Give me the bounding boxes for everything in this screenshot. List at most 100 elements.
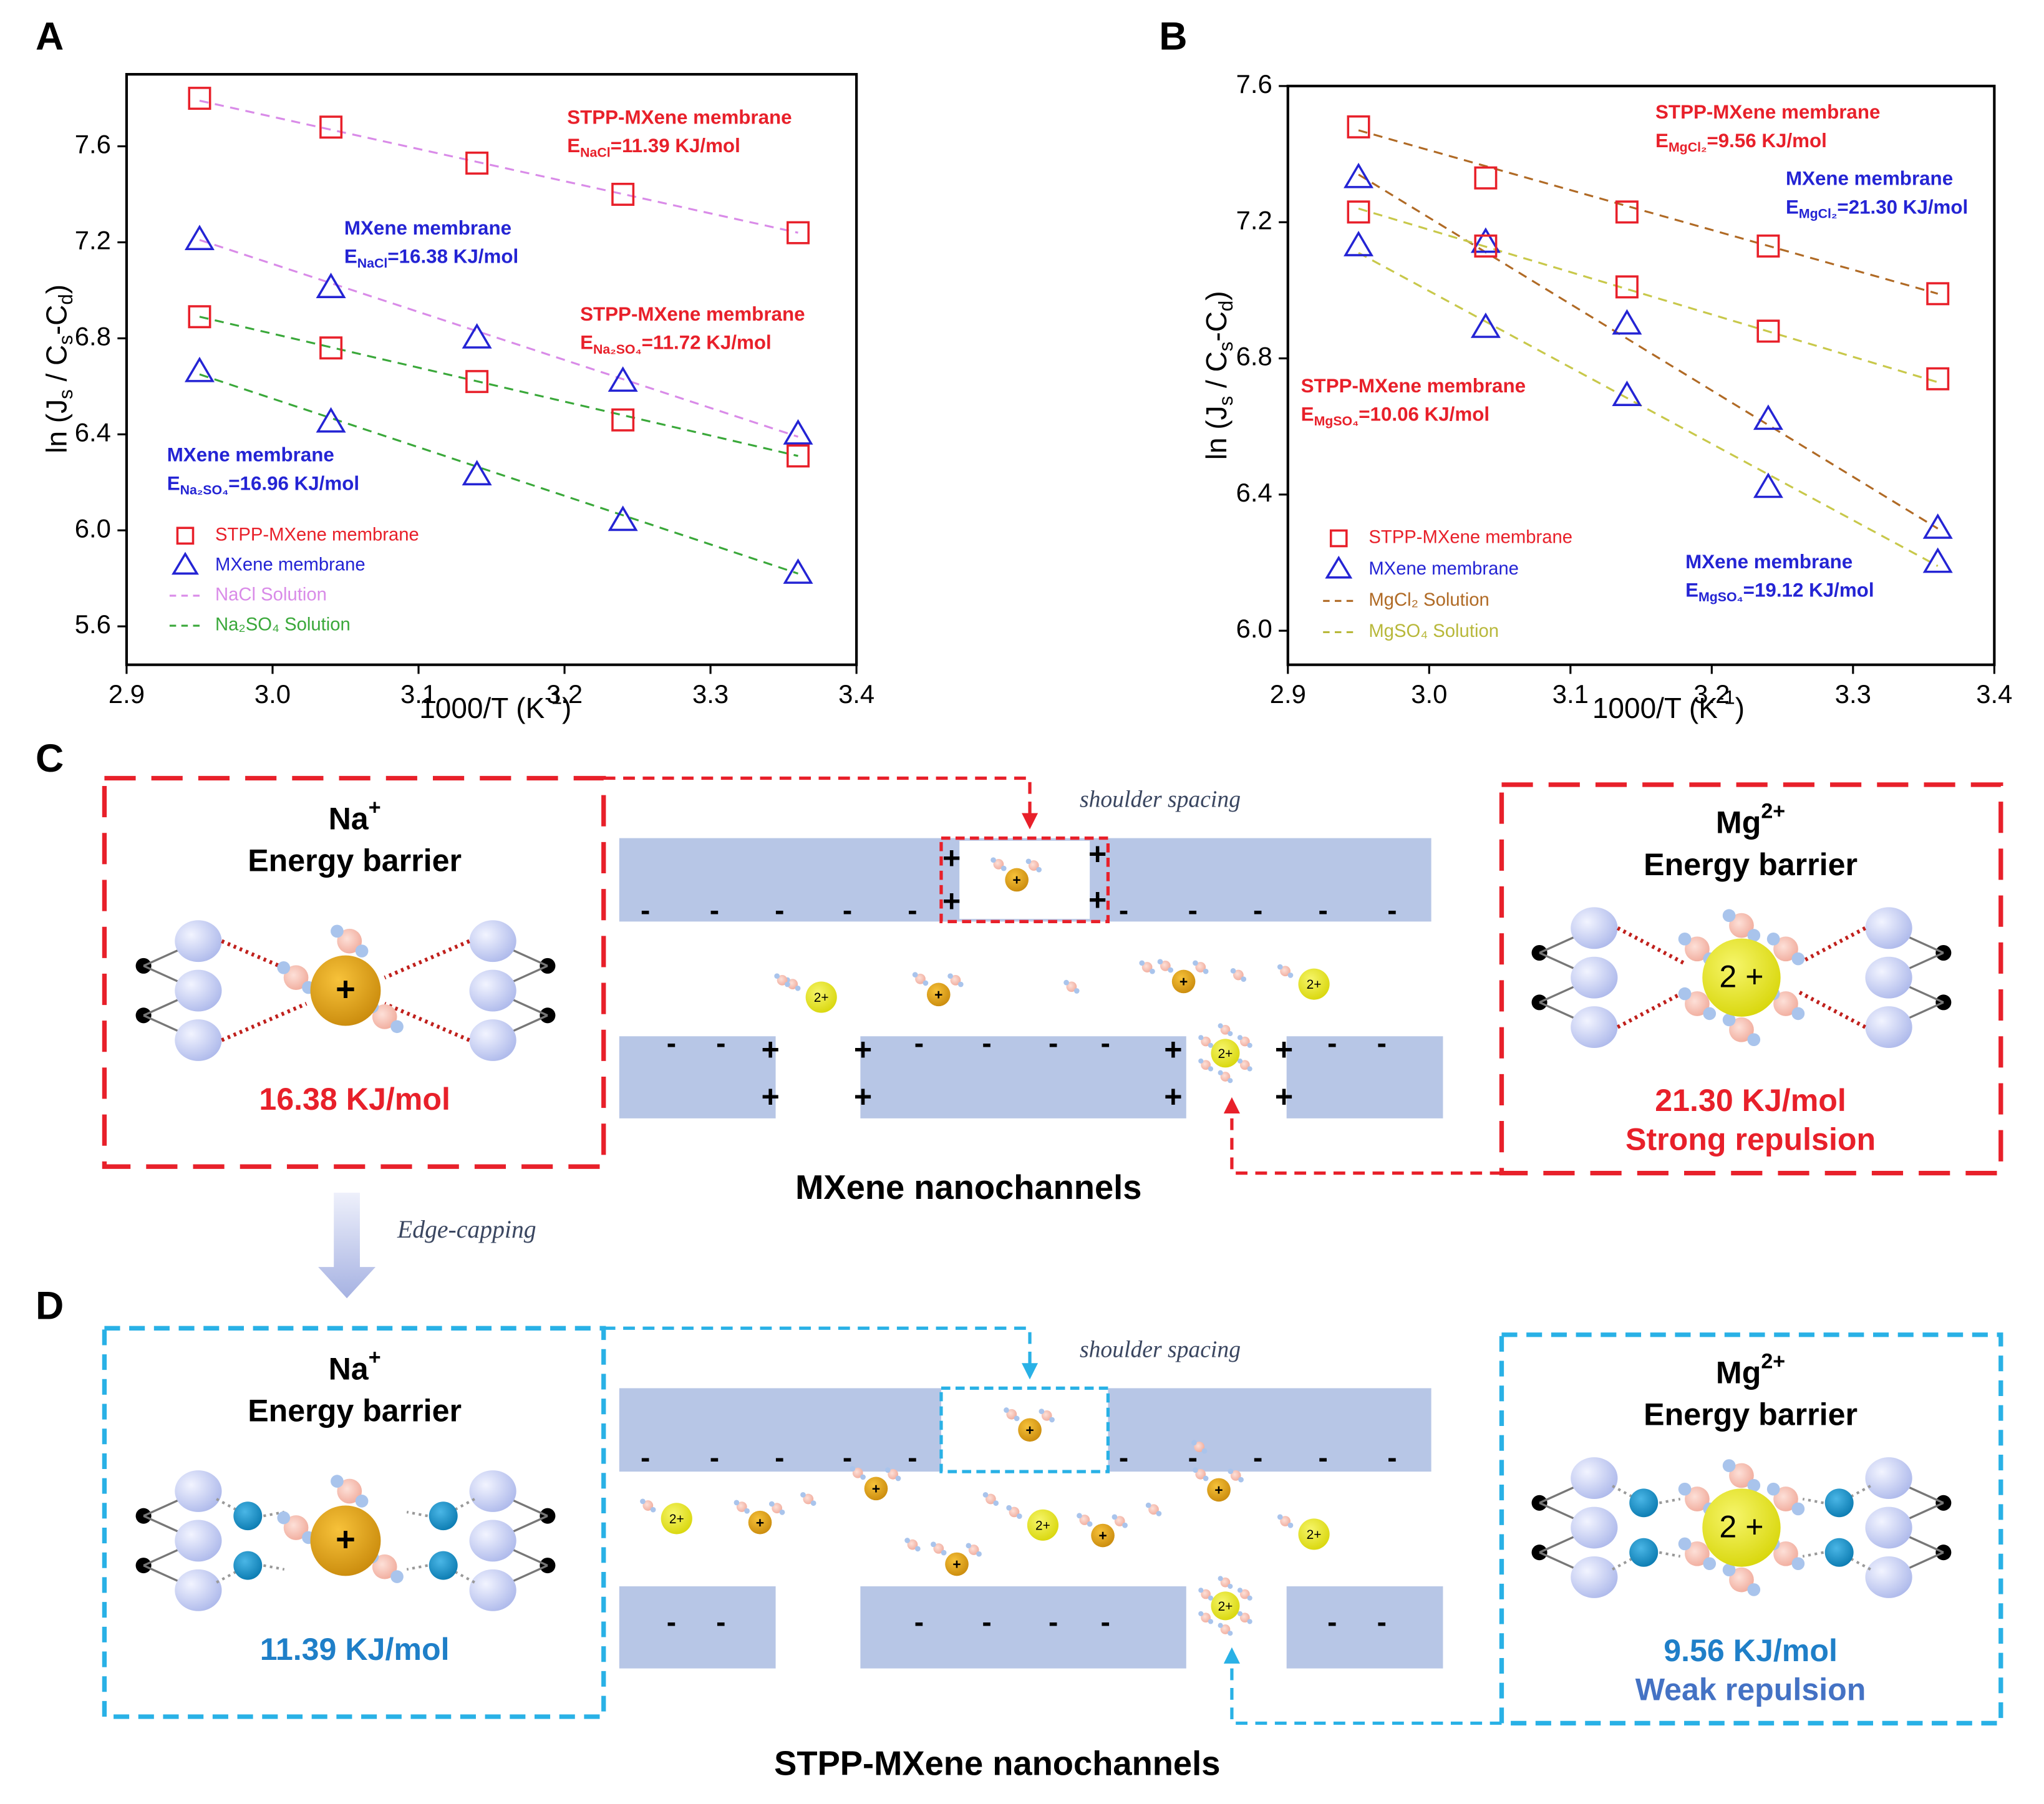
capping-link — [406, 1564, 429, 1571]
charge-sign: + — [762, 1032, 780, 1067]
legend-label: MXene membrane — [1368, 559, 1519, 579]
repulsion-link — [221, 1002, 308, 1042]
surface-group — [1571, 1506, 1618, 1549]
terminal-atom — [540, 1007, 556, 1024]
bond — [1888, 1477, 1944, 1578]
y-tick-label: 7.6 — [75, 130, 111, 159]
y-tick-label: 6.4 — [75, 417, 111, 447]
marker-square — [1474, 166, 1498, 190]
water-h — [1237, 1058, 1243, 1064]
x-tick-label: 3.3 — [1835, 679, 1871, 709]
water-h — [1208, 1066, 1214, 1072]
water-h — [1237, 1588, 1243, 1593]
text-part: MgCl₂ — [1799, 206, 1838, 221]
marker-square — [787, 221, 810, 245]
marker-triangle — [783, 419, 813, 445]
charge-sign: - — [1377, 1606, 1387, 1638]
text-part: -C — [40, 305, 72, 336]
surface-group — [1865, 1457, 1912, 1500]
ion-charge: 2+ — [1307, 977, 1322, 992]
water-h — [1004, 1407, 1009, 1413]
water-h — [1218, 1070, 1223, 1075]
panel-label: B — [1159, 14, 1187, 58]
text-part: d — [55, 294, 77, 304]
ion-charge: 2+ — [669, 1512, 684, 1526]
capping-group — [429, 1551, 458, 1580]
y-tick-label: 6.8 — [75, 321, 111, 351]
box-mg — [1499, 782, 2003, 1176]
marker-square — [1615, 200, 1639, 224]
water-h — [1747, 1033, 1761, 1046]
capping-group — [1629, 1538, 1659, 1567]
water-o — [1233, 969, 1244, 981]
water-h — [355, 944, 369, 958]
water-h — [1006, 1505, 1012, 1511]
panel-label: C — [36, 737, 64, 780]
text-part: ) — [562, 692, 571, 724]
marker-square — [1926, 282, 1950, 306]
marker-triangle — [184, 356, 215, 382]
nanosheet — [1097, 838, 1431, 922]
water-o — [993, 859, 1004, 870]
water-h — [1036, 866, 1042, 873]
mg-ion — [1211, 1039, 1240, 1068]
charge-sign: - — [1049, 1027, 1058, 1059]
surface-group — [1571, 907, 1618, 949]
marker-triangle — [1612, 381, 1642, 406]
water-o — [1201, 1612, 1211, 1623]
charge-sign: - — [1119, 894, 1128, 926]
water-h — [884, 1467, 891, 1473]
text-part: Na₂SO₄ — [593, 342, 642, 357]
charge-sign: + — [854, 1032, 872, 1067]
water-h — [1208, 1595, 1214, 1601]
na-ion — [1005, 868, 1029, 892]
marker-triangle — [608, 366, 638, 392]
charge-sign: + — [1275, 1079, 1293, 1114]
nanosheet — [619, 1036, 776, 1118]
water-o — [950, 975, 961, 986]
capping-group — [1824, 1488, 1854, 1518]
water-h — [1722, 1013, 1736, 1027]
charge-sign: + — [336, 971, 356, 1009]
water-o — [787, 979, 798, 990]
text-part: E — [1655, 130, 1669, 152]
x-tick-label: 3.0 — [1411, 679, 1447, 709]
water-h — [1247, 1619, 1252, 1624]
ion-charge-large: 2 + — [1719, 1509, 1763, 1544]
text-part: MgSO₄ — [1698, 589, 1743, 604]
water-h — [1678, 987, 1692, 1001]
x-tick-label: 3.4 — [1976, 679, 2012, 709]
water-o — [852, 1467, 863, 1478]
charge-sign: - — [1377, 1027, 1387, 1059]
repulsion-link — [1795, 989, 1866, 1029]
water-o — [1006, 1409, 1017, 1420]
bond — [143, 940, 199, 1042]
marker-triangle — [1344, 162, 1374, 188]
surface-group — [469, 1569, 516, 1611]
water-h — [993, 1500, 999, 1506]
fit-line — [199, 99, 798, 234]
repulsion-link — [1616, 926, 1688, 967]
charge-sign: - — [914, 1027, 924, 1059]
text-part: Na — [329, 802, 369, 837]
text-part: ln (J — [40, 399, 72, 453]
charge-sign: - — [908, 894, 917, 926]
charge-sign: - — [641, 1441, 650, 1473]
charge-sign: - — [914, 1606, 924, 1638]
text-part: E — [580, 332, 593, 354]
charge-sign: + — [756, 1515, 764, 1531]
water-o — [1220, 1577, 1231, 1588]
bond — [492, 1490, 548, 1591]
water-o — [372, 1554, 397, 1579]
marker-square — [465, 370, 489, 394]
water-h — [1218, 1576, 1223, 1581]
fit-line — [1358, 173, 1939, 530]
legend-label: Na₂SO₄ Solution — [215, 615, 351, 635]
water-h — [976, 1551, 982, 1557]
charge-sign: - — [843, 894, 852, 926]
water-o — [1685, 1486, 1710, 1511]
na-ion — [1018, 1418, 1042, 1442]
x-tick-label: 3.2 — [1693, 679, 1730, 709]
text-part: E — [344, 246, 357, 268]
